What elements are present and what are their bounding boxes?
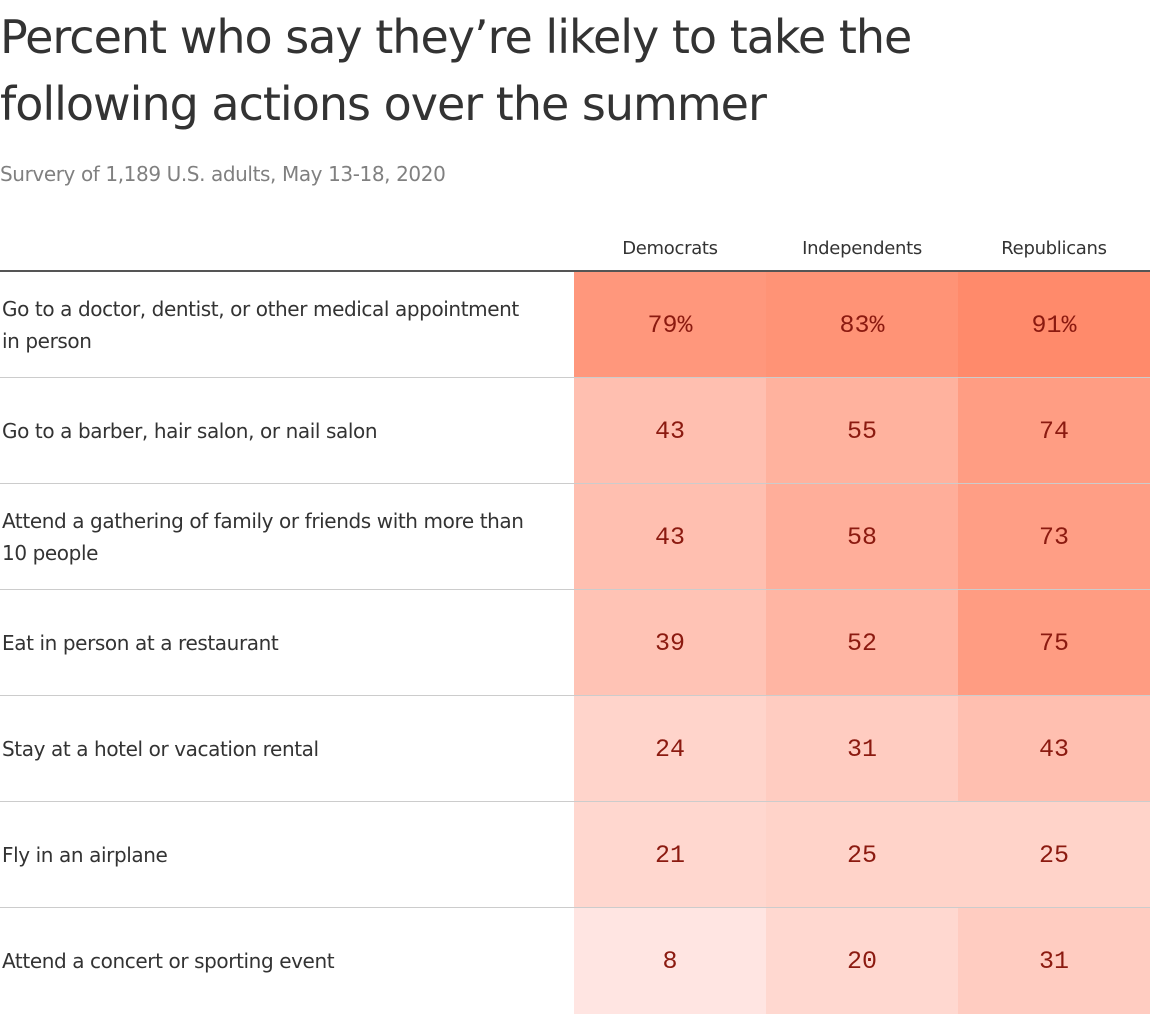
value-cell-independents: 20 bbox=[766, 908, 958, 1014]
row-label: Fly in an airplane bbox=[2, 802, 542, 908]
column-header-democrats: Democrats bbox=[622, 238, 718, 259]
column-header-republicans: Republicans bbox=[1001, 238, 1107, 259]
value-cell-republicans: 74 bbox=[958, 378, 1150, 484]
value-cell-democrats: 21 bbox=[574, 802, 766, 908]
value-cell-republicans: 25 bbox=[958, 802, 1150, 908]
value-cell-democrats: 43 bbox=[574, 378, 766, 484]
chart-subtitle: Survery of 1,189 U.S. adults, May 13-18,… bbox=[0, 162, 446, 186]
value-cell-republicans: 73 bbox=[958, 484, 1150, 590]
row-label-text: Eat in person at a restaurant bbox=[2, 631, 279, 655]
row-label-text: Go to a barber, hair salon, or nail salo… bbox=[2, 419, 378, 443]
row-label-text: Stay at a hotel or vacation rental bbox=[2, 737, 319, 761]
table-row: Fly in an airplane 21 25 25 bbox=[0, 802, 1150, 908]
row-divider bbox=[0, 377, 1150, 378]
row-divider bbox=[0, 589, 1150, 590]
table-row: Attend a gathering of family or friends … bbox=[0, 484, 1150, 590]
header-divider bbox=[0, 270, 1150, 272]
row-label: Stay at a hotel or vacation rental bbox=[2, 696, 542, 802]
value-cell-democrats: 24 bbox=[574, 696, 766, 802]
table-row: Go to a doctor, dentist, or other medica… bbox=[0, 272, 1150, 378]
row-label: Go to a doctor, dentist, or other medica… bbox=[2, 272, 542, 378]
row-label: Attend a gathering of family or friends … bbox=[2, 484, 542, 590]
value-cell-democrats: 43 bbox=[574, 484, 766, 590]
row-divider bbox=[0, 483, 1150, 484]
value-cell-independents: 52 bbox=[766, 590, 958, 696]
row-divider bbox=[0, 695, 1150, 696]
value-cell-republicans: 43 bbox=[958, 696, 1150, 802]
value-cell-democrats: 8 bbox=[574, 908, 766, 1014]
value-cell-independents: 31 bbox=[766, 696, 958, 802]
chart-title: Percent who say they’re likely to take t… bbox=[0, 10, 912, 131]
column-header-independents: Independents bbox=[802, 238, 922, 259]
row-label-text: Attend a concert or sporting event bbox=[2, 949, 335, 973]
table-row: Eat in person at a restaurant 39 52 75 bbox=[0, 590, 1150, 696]
row-divider bbox=[0, 907, 1150, 908]
row-label: Attend a concert or sporting event bbox=[2, 908, 542, 1014]
row-label-text: Go to a doctor, dentist, or other medica… bbox=[2, 297, 519, 353]
value-cell-independents: 83% bbox=[766, 272, 958, 378]
table-row: Stay at a hotel or vacation rental 24 31 43 bbox=[0, 696, 1150, 802]
value-cell-democrats: 39 bbox=[574, 590, 766, 696]
value-cell-republicans: 31 bbox=[958, 908, 1150, 1014]
table-row: Go to a barber, hair salon, or nail salo… bbox=[0, 378, 1150, 484]
row-label: Eat in person at a restaurant bbox=[2, 590, 542, 696]
row-label: Go to a barber, hair salon, or nail salo… bbox=[2, 378, 542, 484]
row-divider bbox=[0, 801, 1150, 802]
row-label-text: Attend a gathering of family or friends … bbox=[2, 509, 524, 565]
table-row: Attend a concert or sporting event 8 20 31 bbox=[0, 908, 1150, 1014]
value-cell-republicans: 75 bbox=[958, 590, 1150, 696]
value-cell-independents: 55 bbox=[766, 378, 958, 484]
row-label-text: Fly in an airplane bbox=[2, 843, 168, 867]
value-cell-independents: 25 bbox=[766, 802, 958, 908]
value-cell-democrats: 79% bbox=[574, 272, 766, 378]
value-cell-independents: 58 bbox=[766, 484, 958, 590]
value-cell-republicans: 91% bbox=[958, 272, 1150, 378]
